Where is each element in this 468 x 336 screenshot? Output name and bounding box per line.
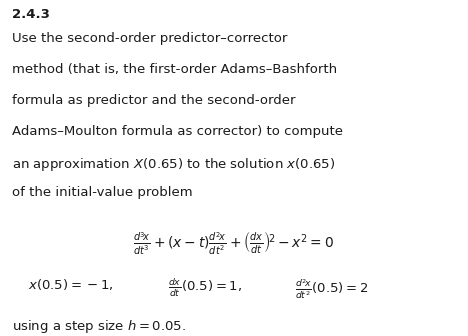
Text: $x(0.5) = -1,$: $x(0.5) = -1,$ bbox=[28, 277, 114, 292]
Text: of the initial-value problem: of the initial-value problem bbox=[12, 186, 192, 200]
Text: an approximation $X(0.65)$ to the solution $x(0.65)$: an approximation $X(0.65)$ to the soluti… bbox=[12, 156, 335, 173]
Text: using a step size $h = 0.05$.: using a step size $h = 0.05$. bbox=[12, 318, 186, 335]
Text: Adams–Moulton formula as corrector) to compute: Adams–Moulton formula as corrector) to c… bbox=[12, 125, 343, 138]
Text: formula as predictor and the second-order: formula as predictor and the second-orde… bbox=[12, 94, 295, 107]
Text: $\frac{d^3\!x}{dt^3} + (x - t)\frac{d^2\!x}{dt^2} + \left(\frac{dx}{dt}\right)^{: $\frac{d^3\!x}{dt^3} + (x - t)\frac{d^2\… bbox=[133, 230, 335, 257]
Text: Use the second-order predictor–corrector: Use the second-order predictor–corrector bbox=[12, 32, 287, 45]
Text: 2.4.3: 2.4.3 bbox=[12, 8, 50, 22]
Text: method (that is, the first-order Adams–Bashforth: method (that is, the first-order Adams–B… bbox=[12, 63, 337, 76]
Text: $\frac{d^2\!x}{dt^2}(0.5) = 2$: $\frac{d^2\!x}{dt^2}(0.5) = 2$ bbox=[295, 277, 368, 301]
Text: $\frac{dx}{dt}(0.5) = 1,$: $\frac{dx}{dt}(0.5) = 1,$ bbox=[168, 277, 242, 299]
